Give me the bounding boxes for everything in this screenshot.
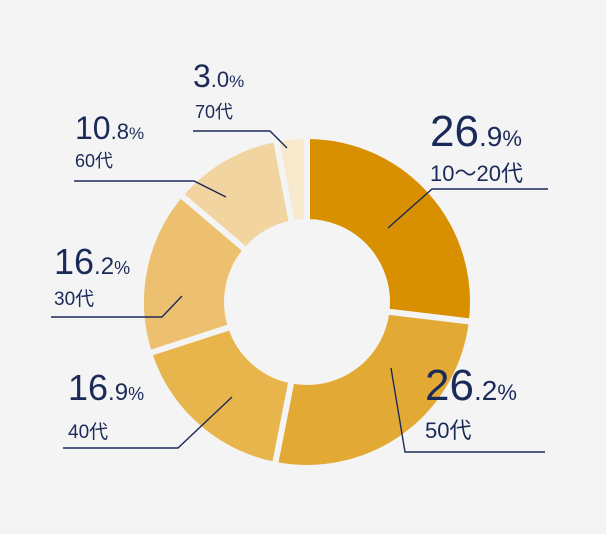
slice-label-3: 30代	[54, 288, 94, 310]
leader-line-2	[63, 396, 233, 449]
slice-value-unit-5: %	[229, 72, 244, 91]
slice-value-frac-5: .0	[211, 67, 229, 92]
slice-value-frac-1: .2	[474, 375, 497, 406]
label-group-3: 16.2% 30代	[54, 241, 130, 310]
slice-value-unit-3: %	[114, 258, 130, 278]
slice-value-frac-0: .9	[479, 121, 502, 152]
leader-line-3	[51, 295, 183, 318]
leader-line-5	[193, 130, 288, 149]
leaders-group	[51, 130, 548, 453]
slice-2	[146, 323, 295, 468]
slice-value-int-0: 26	[430, 107, 479, 156]
label-group-1: 26.2% 50代	[425, 361, 517, 443]
slice-value-unit-4: %	[129, 124, 144, 143]
leader-line-1	[390, 367, 545, 453]
slice-value-frac-4: .8	[111, 119, 129, 144]
slice-value-unit-1: %	[497, 380, 517, 405]
slice-value-int-4: 10	[75, 110, 111, 146]
slice-3	[138, 191, 250, 357]
svg-text:3.0%: 3.0%	[193, 58, 244, 94]
svg-text:10.8%: 10.8%	[75, 110, 144, 146]
slice-label-4: 60代	[75, 151, 113, 171]
slice-value-int-3: 16	[54, 241, 94, 282]
slice-value-int-5: 3	[193, 58, 211, 94]
slice-5	[272, 133, 310, 227]
label-group-5: 3.0% 70代	[193, 58, 244, 122]
svg-text:16.2%: 16.2%	[54, 241, 130, 282]
slice-label-1: 50代	[425, 418, 471, 443]
slice-label-0: 10～20代	[430, 161, 523, 186]
slices-group	[138, 133, 476, 471]
slice-label-2: 40代	[68, 421, 108, 443]
slice-0	[304, 133, 476, 325]
label-group-4: 10.8% 60代	[75, 110, 144, 171]
slice-label-5: 70代	[195, 102, 233, 122]
label-group-2: 16.9% 40代	[68, 367, 144, 443]
label-group-0: 26.9% 10～20代	[430, 107, 523, 186]
svg-text:16.9%: 16.9%	[68, 367, 144, 408]
slice-value-frac-3: .2	[94, 253, 114, 280]
slice-value-unit-2: %	[128, 384, 144, 404]
leader-line-4	[74, 180, 227, 198]
slice-value-frac-2: .9	[108, 379, 128, 406]
slice-value-int-1: 26	[425, 361, 474, 410]
svg-text:26.2%: 26.2%	[425, 361, 517, 410]
leader-line-0	[387, 188, 548, 229]
slice-value-int-2: 16	[68, 367, 108, 408]
slice-1	[271, 308, 475, 471]
slice-value-unit-0: %	[502, 126, 522, 151]
svg-text:26.9%: 26.9%	[430, 107, 522, 156]
